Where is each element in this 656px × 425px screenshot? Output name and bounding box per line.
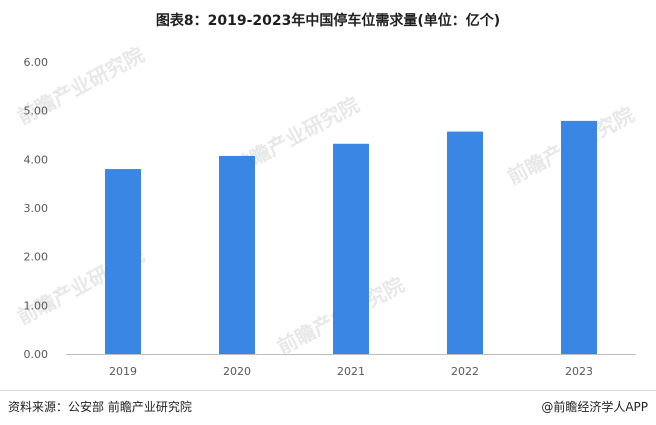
source-note: 资料来源：公安部 前瞻产业研究院 [8, 400, 192, 414]
bar [333, 143, 369, 354]
y-tick-label: 0.00 [24, 348, 49, 361]
y-tick-label: 4.00 [24, 153, 49, 166]
x-tick-label: 2021 [337, 365, 365, 378]
y-tick-label: 5.00 [24, 105, 49, 118]
bar [561, 120, 597, 355]
x-tick-label: 2020 [223, 365, 251, 378]
x-tick-label: 2022 [451, 365, 479, 378]
y-tick-label: 1.00 [24, 299, 49, 312]
y-tick-label: 6.00 [24, 56, 49, 69]
chart-title: 图表8：2019-2023年中国停车位需求量(单位：亿个) [155, 13, 501, 29]
y-tick-label: 2.00 [24, 251, 49, 264]
bar-chart: 0.00 1.00 2.00 3.00 4.00 5.00 6.00 2019 2020 2021… [24, 56, 636, 378]
x-tick-label: 2019 [109, 365, 137, 378]
bar [219, 155, 255, 354]
bar [105, 169, 141, 354]
x-tick-label: 2023 [565, 365, 593, 378]
y-tick-label: 3.00 [24, 202, 49, 215]
brand-credit: @前瞻经济学人APP [541, 400, 648, 414]
footer-divider [0, 390, 656, 391]
bar [447, 131, 483, 354]
